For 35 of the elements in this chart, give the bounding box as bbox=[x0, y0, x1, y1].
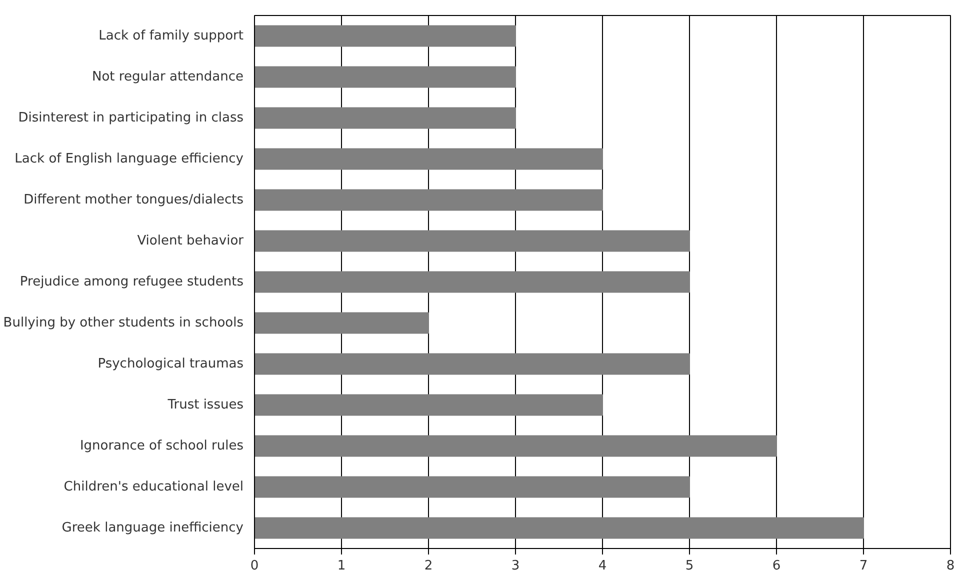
x-tick-label: 7 bbox=[859, 558, 868, 574]
bar bbox=[254, 66, 516, 88]
y-tick-label: Psychological traumas bbox=[98, 356, 244, 372]
y-tick-label: Violent behavior bbox=[137, 234, 244, 248]
y-tick-label: Different mother tongues/dialects bbox=[24, 192, 244, 208]
x-tick-label: 0 bbox=[250, 558, 259, 574]
y-tick-label: Trust issues bbox=[166, 398, 244, 412]
y-tick-label: Disinterest in participating in class bbox=[18, 110, 244, 126]
bar bbox=[254, 25, 516, 47]
y-tick-label: Bullying by other students in schools bbox=[3, 316, 244, 330]
bar bbox=[254, 189, 603, 211]
y-tick-label: Greek language inefficiency bbox=[62, 520, 244, 536]
bar bbox=[254, 517, 864, 539]
y-tick-label: Ignorance of school rules bbox=[80, 438, 244, 454]
x-tick-label: 2 bbox=[424, 558, 433, 574]
bar bbox=[254, 148, 603, 170]
bar bbox=[254, 107, 516, 129]
y-tick-label: Not regular attendance bbox=[92, 70, 244, 84]
bar bbox=[254, 230, 690, 252]
bar bbox=[254, 435, 777, 457]
x-tick-label: 5 bbox=[685, 558, 694, 574]
x-tick-label: 4 bbox=[598, 558, 607, 574]
bar bbox=[254, 312, 429, 334]
x-tick-label: 6 bbox=[772, 558, 781, 574]
bar bbox=[254, 353, 690, 375]
bar bbox=[254, 394, 603, 416]
bar bbox=[254, 476, 690, 498]
x-tick-label: 8 bbox=[946, 558, 955, 574]
y-tick-label: Lack of English language efficiency bbox=[14, 152, 244, 166]
bar bbox=[254, 271, 690, 293]
y-tick-label: Children's educational level bbox=[64, 480, 244, 494]
x-tick-label: 1 bbox=[337, 558, 346, 574]
x-tick-label: 3 bbox=[511, 558, 520, 574]
y-tick-label: Prejudice among refugee students bbox=[20, 274, 244, 290]
y-tick-label: Lack of family support bbox=[98, 28, 244, 44]
